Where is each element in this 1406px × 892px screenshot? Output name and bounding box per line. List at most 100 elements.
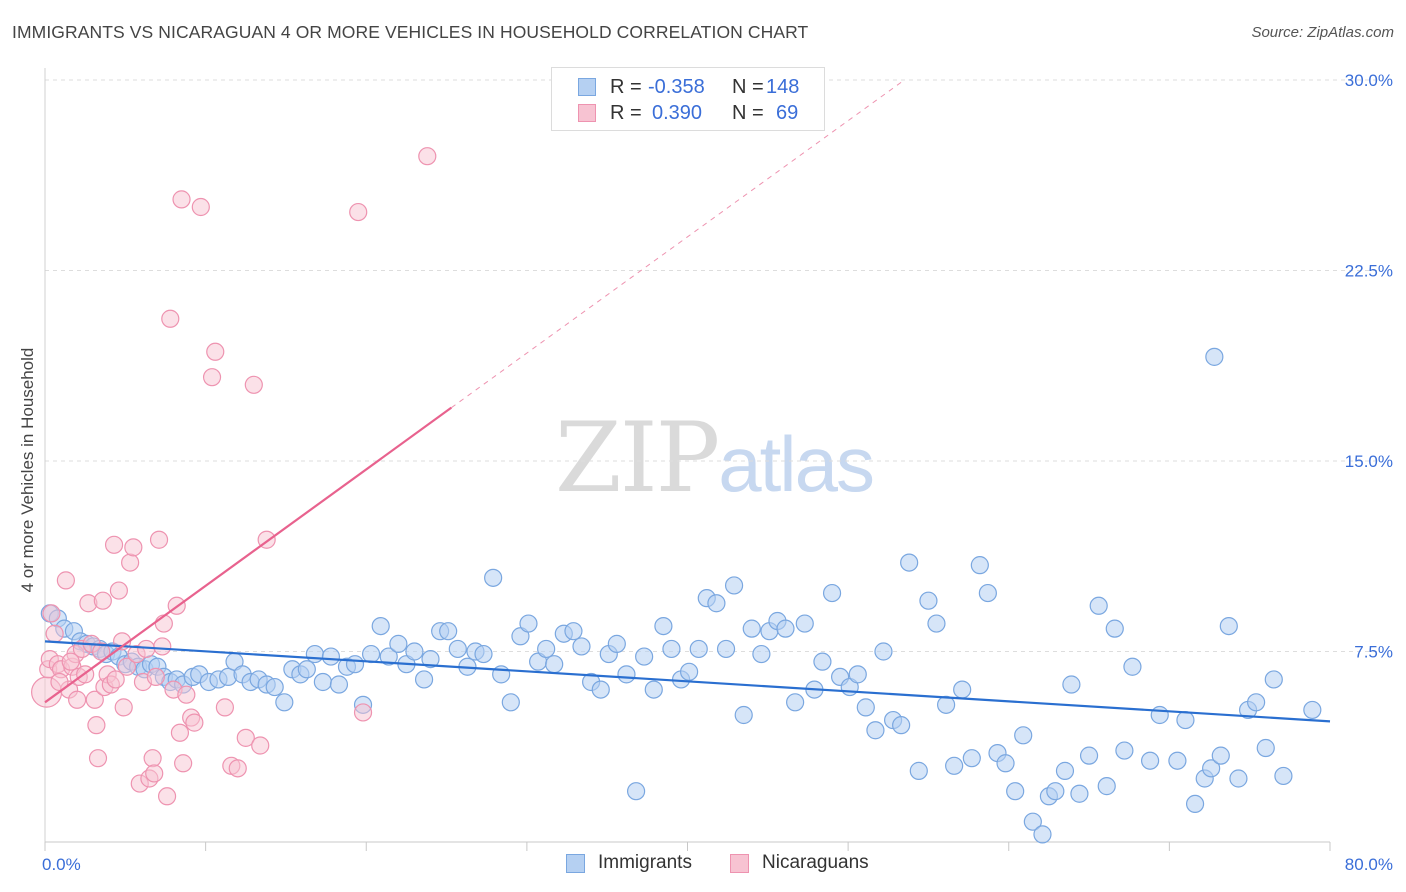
nicaraguans-point xyxy=(68,690,87,709)
nicaraguans-point xyxy=(418,147,437,166)
nicaraguans-point xyxy=(228,759,247,778)
immigrants-point xyxy=(856,698,875,717)
nicaraguans-point xyxy=(109,581,128,600)
immigrants-point xyxy=(1140,751,1160,770)
nicaraguans-point xyxy=(121,553,140,572)
nicaraguans-point xyxy=(251,736,270,755)
immigrants-point xyxy=(313,672,332,692)
chart-title: IMMIGRANTS VS NICARAGUAN 4 OR MORE VEHIC… xyxy=(12,22,809,42)
x-tick-label: 0.0% xyxy=(42,855,81,874)
immigrants-point xyxy=(813,652,832,671)
immigrants-point xyxy=(1023,812,1042,831)
nicaraguans-point xyxy=(157,787,177,806)
immigrants-point xyxy=(414,670,434,689)
immigrants-point xyxy=(689,639,708,659)
immigrants-point xyxy=(474,644,493,664)
immigrants-point xyxy=(874,642,893,661)
nicaraguans-point xyxy=(191,197,210,217)
immigrants-point xyxy=(361,644,381,664)
immigrants-point xyxy=(1219,616,1238,636)
nicaraguans-point xyxy=(93,591,112,610)
immigrants-swatch xyxy=(578,78,596,96)
immigrants-point xyxy=(617,665,636,684)
nicaraguans-point xyxy=(145,764,164,783)
immigrants-point xyxy=(945,756,964,775)
immigrants-point xyxy=(607,634,626,653)
immigrants-point xyxy=(1062,675,1081,694)
nicaraguans-point xyxy=(174,754,193,773)
nicaraguans-legend-label: Nicaraguans xyxy=(762,852,869,873)
nicaraguans-point xyxy=(106,670,125,689)
immigrants-point xyxy=(1097,777,1116,796)
nicaraguans-point xyxy=(177,685,196,704)
immigrants-point xyxy=(909,761,928,780)
immigrants-point xyxy=(927,614,946,633)
immigrants-point xyxy=(275,693,294,712)
nicaraguans-point xyxy=(88,749,108,768)
immigrants-point xyxy=(742,619,761,638)
nicaraguans-point xyxy=(146,667,165,687)
nicaraguans-point xyxy=(104,535,124,554)
y-tick-label: 22.5% xyxy=(1345,262,1393,281)
immigrants-point xyxy=(953,680,972,699)
immigrants-point xyxy=(1256,738,1275,758)
immigrants-point xyxy=(379,647,398,666)
immigrants-point xyxy=(1070,784,1089,803)
immigrants-point xyxy=(1202,759,1221,778)
nicaraguans-legend-swatch xyxy=(730,854,749,873)
nicaraguans-point xyxy=(42,604,61,623)
immigrants-point xyxy=(654,616,673,636)
nicaraguans-point xyxy=(236,728,255,747)
nicaraguans-point xyxy=(61,652,80,671)
nicaraguans-point xyxy=(202,368,222,387)
nicaraguans-trend-extension xyxy=(451,79,905,409)
immigrants-point xyxy=(848,665,867,684)
immigrants-point xyxy=(405,642,424,661)
immigrants-point xyxy=(484,568,503,587)
immigrants-point xyxy=(1089,596,1108,615)
immigrants-point xyxy=(1014,726,1033,745)
legend-r-key: R = xyxy=(610,102,642,124)
y-tick-label: 30.0% xyxy=(1345,71,1393,90)
legend-r-value: -0.358 xyxy=(648,76,705,98)
immigrants-point xyxy=(822,583,842,603)
nicaraguans-point xyxy=(45,624,64,643)
immigrants-point xyxy=(1303,700,1322,720)
immigrants-point xyxy=(786,693,805,712)
immigrants-point xyxy=(537,639,556,659)
nicaraguans-point xyxy=(87,716,106,735)
nicaraguans-point xyxy=(349,202,368,222)
watermark-atlas: atlas xyxy=(718,420,875,508)
immigrants-point xyxy=(1185,794,1205,814)
legend-r-value: 0.390 xyxy=(652,102,703,124)
immigrants-point xyxy=(635,647,654,666)
immigrants-point xyxy=(716,639,736,659)
immigrants-point xyxy=(626,782,646,801)
immigrants-point xyxy=(1205,347,1224,366)
nicaraguans-point xyxy=(353,703,373,722)
nicaraguans-point xyxy=(153,637,172,656)
immigrants-point xyxy=(265,677,284,697)
immigrants-point xyxy=(1123,657,1142,676)
immigrants-point xyxy=(519,614,538,633)
immigrants-point xyxy=(1105,619,1124,638)
immigrants-point xyxy=(734,705,753,725)
nicaraguans-point xyxy=(114,698,133,717)
immigrants-point xyxy=(937,695,956,714)
immigrants-point xyxy=(978,583,997,603)
immigrants-point xyxy=(996,754,1015,773)
immigrants-point xyxy=(591,680,610,699)
immigrants-point xyxy=(866,721,885,740)
nicaraguans-point xyxy=(56,571,75,590)
immigrants-point xyxy=(1115,741,1134,760)
nicaraguans-point xyxy=(85,690,104,709)
immigrants-point xyxy=(1079,746,1099,765)
correlation-legend: R = -0.358 N = 148 R = 0.390 N = 69 xyxy=(551,67,825,131)
immigrants-point xyxy=(1229,769,1248,788)
nicaraguans-swatch xyxy=(578,104,596,122)
immigrants-point xyxy=(421,650,440,669)
immigrants-point xyxy=(962,749,981,768)
immigrants-point xyxy=(1176,710,1195,730)
nicaraguans-point xyxy=(124,538,143,557)
